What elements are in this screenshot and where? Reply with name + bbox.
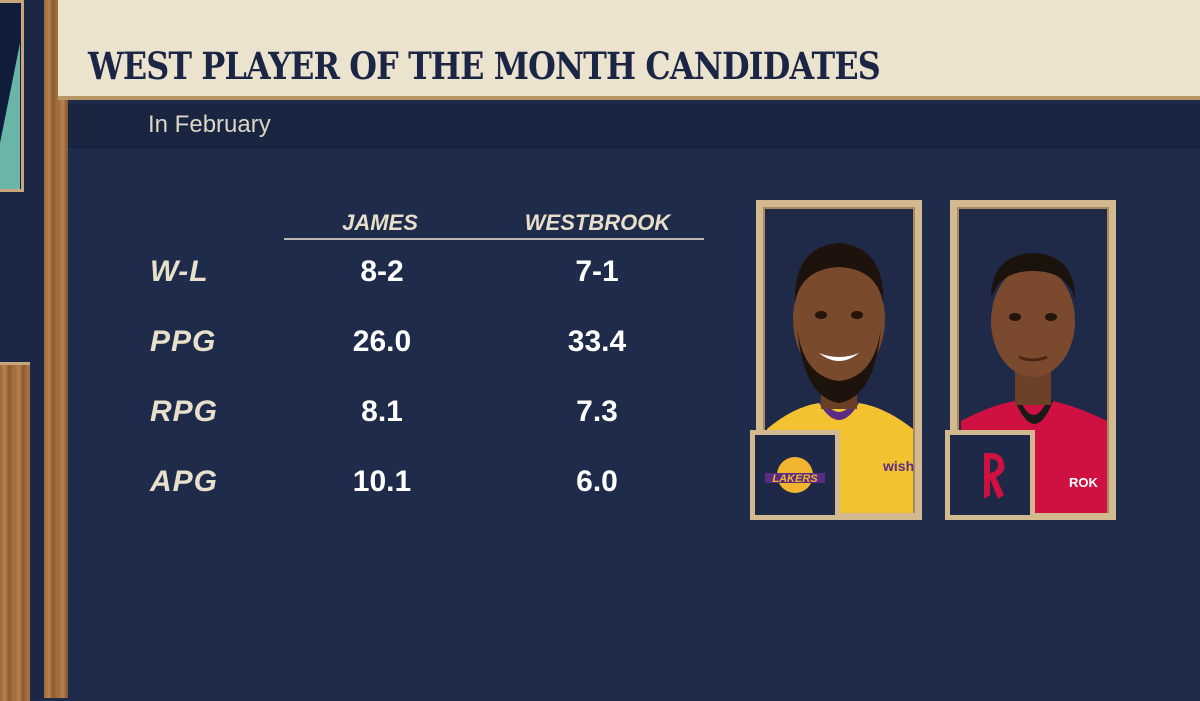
team-logo-box-lakers: LAKERS	[750, 430, 840, 520]
lakers-logo-text: LAKERS	[772, 473, 818, 485]
lakers-logo-icon: LAKERS	[765, 457, 825, 493]
stat-cell: 8-2	[360, 255, 404, 288]
wood-strip	[0, 362, 30, 701]
column-header-westbrook: WESTBROOK	[524, 210, 671, 235]
row-label-ppg: PPG	[150, 325, 217, 358]
wood-pillar	[44, 0, 68, 698]
stat-cell: 7-1	[575, 255, 619, 288]
title-bar	[58, 0, 1200, 100]
stat-cell: 6.0	[576, 465, 618, 498]
row-label-wl: W-L	[150, 255, 209, 288]
subtitle-band	[68, 104, 1200, 148]
header-divider	[284, 238, 704, 240]
subtitle: In February	[148, 111, 271, 138]
stat-cell: 7.3	[576, 395, 618, 428]
team-logo-box-rockets	[945, 430, 1035, 520]
stat-cell: 33.4	[567, 325, 627, 358]
stat-cell: 26.0	[352, 325, 412, 358]
jersey-sponsor: ROK	[1069, 475, 1099, 490]
column-header-james: JAMES	[342, 210, 418, 235]
stat-cell: 8.1	[361, 395, 403, 428]
row-label-apg: APG	[150, 465, 219, 498]
row-label-rpg: RPG	[150, 395, 219, 428]
jersey-sponsor: wish	[882, 458, 914, 474]
stat-cell: 10.1	[352, 465, 412, 498]
decor-panel	[0, 0, 24, 192]
rockets-logo-icon	[984, 453, 1005, 499]
page-title: WEST PLAYER OF THE MONTH CANDIDATES	[88, 44, 881, 88]
